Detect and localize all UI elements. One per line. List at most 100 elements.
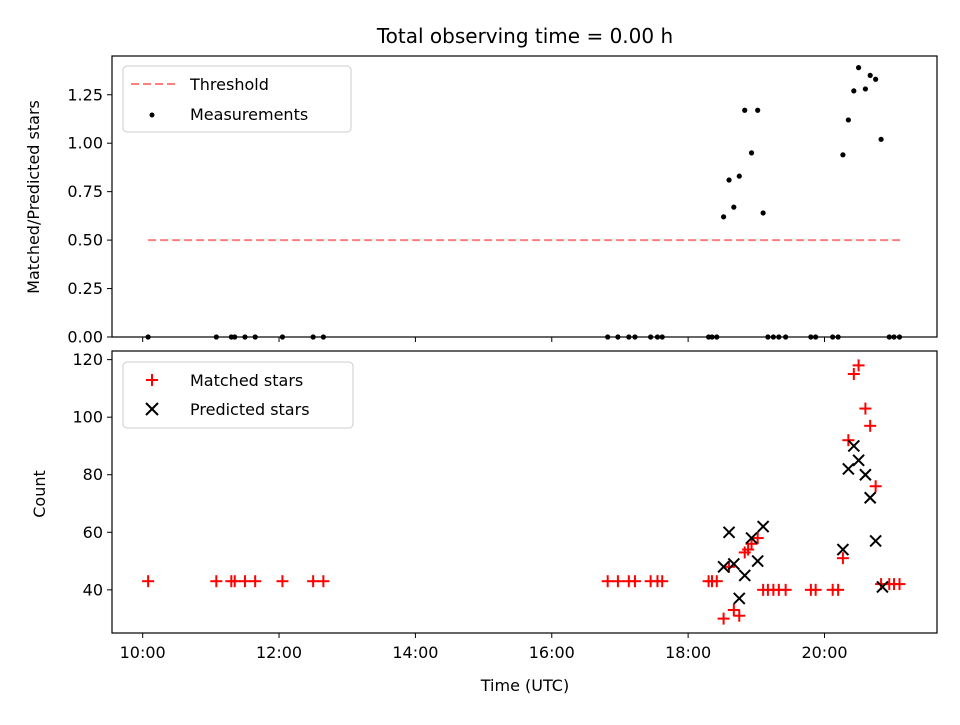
measurement-point — [867, 72, 873, 78]
measurement-point — [760, 210, 766, 216]
matched-star-point — [864, 419, 877, 432]
y-tick-label: 0.25 — [67, 279, 103, 298]
matched-star-point — [249, 575, 262, 588]
x-stroke-b — [847, 439, 861, 453]
measurement-point — [840, 152, 846, 158]
x-stroke-b — [863, 491, 877, 504]
bottom-legend-box — [122, 361, 354, 429]
matched-star-point — [836, 552, 849, 565]
predicted-star-point — [863, 491, 877, 504]
top-plot-area — [145, 65, 903, 340]
measurement-point — [851, 88, 857, 94]
y-tick-label: 0.00 — [67, 328, 103, 347]
matched-star-point — [727, 603, 740, 616]
predicted-star-point — [722, 526, 736, 539]
measurement-point — [862, 86, 869, 92]
matched-star-point — [717, 612, 730, 625]
measurement-point — [726, 177, 732, 183]
matched-star-point — [832, 583, 845, 596]
top-y-axis-label: Matched/Predicted stars — [24, 100, 43, 294]
y-tick-label: 60 — [83, 523, 103, 542]
x-tick-label: 10:00 — [120, 643, 166, 662]
matched-star-point — [847, 368, 860, 381]
matched-star-point — [893, 578, 906, 591]
predicted-star-point — [852, 454, 865, 467]
predicted-star-point — [756, 520, 770, 533]
predicted-star-point — [717, 560, 730, 574]
matched-star-point — [842, 434, 855, 447]
x-stroke-b — [756, 520, 770, 533]
bottom-ticks: 40 60 80 100 120 10:00 12:00 14:00 16:00 18:00 20:… — [72, 350, 847, 662]
y-tick-label: 80 — [83, 465, 103, 484]
matched-star-point — [276, 575, 289, 588]
chart-title: Total observing time = 0.00 h — [376, 24, 673, 48]
top-legend: Threshold Measurements — [122, 65, 352, 133]
count-chart: Count Time (UTC) 40 60 80 100 120 10:00 12:00 1… — [30, 350, 938, 695]
top-axes-frame — [111, 55, 938, 338]
x-stroke-b — [852, 454, 865, 467]
matched-star-point — [210, 575, 223, 588]
x-stroke-b — [727, 557, 741, 571]
measurement-point — [873, 76, 879, 82]
predicted-star-point — [847, 439, 861, 453]
predicted-legend-swatch — [145, 402, 159, 416]
x-tick-label: 18:00 — [665, 643, 711, 662]
matched-star-point — [723, 560, 736, 573]
matched-star-point — [228, 575, 241, 588]
matched-star-point — [656, 575, 669, 588]
y-tick-label: 120 — [72, 350, 103, 369]
y-tick-label: 1.00 — [67, 134, 103, 153]
matched-star-point — [869, 480, 882, 493]
matched-star-point — [142, 575, 155, 588]
x-tick-label: 14:00 — [392, 643, 438, 662]
x-tick-label: 20:00 — [801, 643, 847, 662]
x-tick-label: 16:00 — [529, 643, 575, 662]
matched-star-point — [611, 575, 624, 588]
predicted-star-point — [859, 468, 872, 481]
predicted-star-point — [842, 462, 855, 476]
matched-star-point — [745, 537, 758, 550]
matched-star-point — [628, 575, 641, 588]
matched-star-point — [809, 583, 822, 596]
x-stroke-b — [751, 554, 764, 568]
measurement-point — [720, 214, 727, 220]
matched-star-point — [852, 359, 865, 372]
measurement-point — [742, 107, 748, 113]
y-tick-label: 0.50 — [67, 231, 103, 250]
ratio-chart: Total observing time = 0.00 h Matched/Pr… — [24, 24, 938, 347]
measurement-point — [855, 65, 862, 71]
predicted-star-point — [876, 580, 889, 594]
matched-star-point — [317, 575, 330, 588]
predicted-star-point — [836, 543, 850, 556]
measurements-legend-swatch — [149, 112, 155, 118]
matched-star-point — [601, 575, 614, 588]
x-tick-label: 12:00 — [256, 643, 302, 662]
x-stroke-b — [836, 543, 850, 556]
x-stroke-b — [745, 531, 758, 545]
y-tick-label: 100 — [72, 408, 103, 427]
x-stroke-b — [842, 462, 855, 476]
predicted-star-point — [733, 592, 746, 605]
bottom-legend: Matched stars Predicted stars — [122, 361, 354, 429]
bottom-y-axis-label: Count — [30, 470, 49, 518]
top-legend-box — [122, 65, 352, 133]
y-tick-label: 40 — [83, 580, 103, 599]
x-stroke-b — [722, 526, 736, 539]
top-ticks: 0.00 0.25 0.50 0.75 1.00 1.25 — [67, 85, 825, 347]
bottom-plot-area — [142, 359, 906, 625]
x-stroke-b — [869, 534, 882, 548]
x-stroke-b — [733, 592, 746, 605]
measurement-point — [755, 107, 761, 113]
y-tick-label: 1.25 — [67, 85, 103, 104]
threshold-legend-label: Threshold — [189, 75, 269, 94]
predicted-star-point — [745, 531, 758, 545]
measurements-legend-label: Measurements — [190, 105, 308, 124]
predicted-star-point — [738, 569, 751, 582]
x-stroke-b — [876, 580, 889, 594]
predicted-legend-label: Predicted stars — [190, 400, 310, 419]
matched-star-point — [779, 583, 792, 596]
matched-star-point — [710, 575, 723, 588]
matched-star-point — [733, 609, 746, 622]
bottom-axes-frame — [111, 350, 938, 634]
